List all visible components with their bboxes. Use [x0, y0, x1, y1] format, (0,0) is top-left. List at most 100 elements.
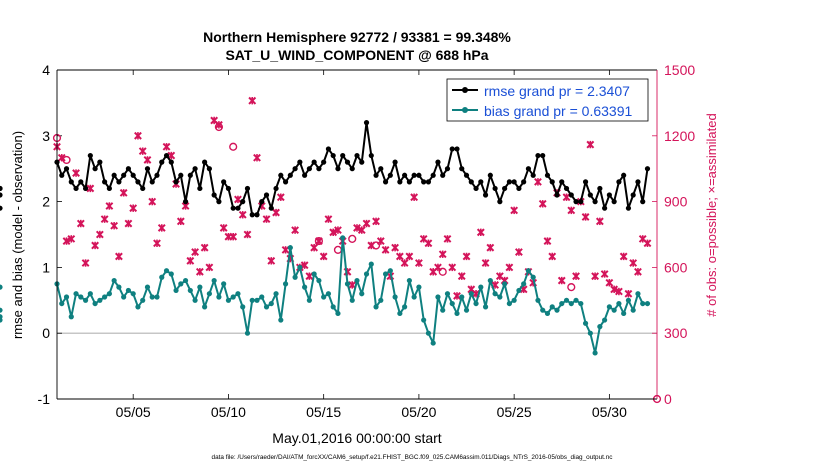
bias-point	[621, 310, 627, 317]
bias-point	[497, 294, 503, 300]
rmse-point	[606, 192, 612, 198]
x-axis-label: May.01,2016 00:00:00 start	[272, 430, 442, 446]
obs-assimilated-marker	[572, 272, 580, 281]
bias-point	[249, 297, 255, 303]
obs-assimilated-marker	[291, 226, 300, 235]
bias-point	[211, 277, 217, 284]
rmse-point	[202, 159, 208, 165]
bias-point	[173, 287, 179, 294]
bias-point	[635, 291, 641, 297]
rmse-point	[340, 152, 346, 159]
obs-assimilated-marker	[400, 259, 409, 267]
bias-point	[549, 304, 555, 310]
rmse-point	[644, 166, 651, 172]
y-tick-label-right: 600	[664, 259, 688, 275]
rmse-point	[130, 172, 136, 178]
bias-point	[311, 271, 317, 277]
bias-point	[116, 284, 122, 290]
rmse-point	[197, 185, 203, 192]
bias-point	[78, 294, 84, 300]
x-tick-label: 05/30	[592, 404, 627, 420]
rmse-point	[178, 172, 184, 178]
y-tick-label-right: 900	[664, 194, 688, 210]
bias-point	[0, 314, 3, 320]
obs-assimilated-marker	[610, 285, 619, 294]
obs-assimilated-marker	[219, 224, 228, 232]
rmse-point	[82, 185, 89, 192]
obs-assimilated-marker	[624, 289, 633, 298]
obs-assimilated-marker	[195, 267, 204, 276]
bias-point	[125, 287, 132, 294]
rmse-point	[582, 179, 589, 185]
bias-point	[521, 281, 527, 287]
rmse-point	[192, 166, 198, 172]
bias-point	[325, 291, 332, 297]
obs-assimilated-marker	[124, 219, 133, 228]
obs-possible-marker	[214, 122, 224, 132]
bias-point	[506, 300, 512, 307]
rmse-point	[68, 179, 74, 185]
rmse-point	[349, 166, 355, 172]
rmse-point	[221, 179, 227, 185]
bias-point	[230, 294, 236, 300]
bias-point	[463, 307, 470, 313]
rmse-point	[330, 152, 336, 159]
bias-point	[540, 307, 546, 313]
rmse-point	[459, 166, 465, 172]
rmse-point	[163, 152, 170, 159]
rmse-point	[282, 179, 289, 185]
rmse-point	[478, 179, 484, 185]
legend-box	[446, 78, 649, 122]
bias-point	[197, 284, 203, 290]
obs-assimilated-marker	[510, 206, 519, 215]
bias-point	[130, 291, 136, 297]
rmse-point	[487, 172, 493, 178]
rmse-point	[535, 152, 541, 159]
bias-point	[625, 297, 632, 303]
bias-point	[402, 304, 408, 310]
obs-assimilated-marker	[76, 219, 85, 228]
rmse-point	[373, 172, 379, 178]
rmse-point	[402, 172, 408, 178]
rmse-point	[411, 172, 417, 178]
rmse-point	[625, 205, 632, 211]
obs-assimilated-marker	[462, 252, 471, 261]
rmse-point	[149, 179, 155, 185]
bias-point	[454, 310, 460, 317]
obs-assimilated-marker	[476, 228, 485, 237]
obs-assimilated-marker	[334, 226, 342, 235]
bias-point	[449, 300, 455, 307]
rmse-point	[206, 166, 212, 172]
bias-point	[149, 294, 155, 300]
rmse-point	[154, 172, 160, 178]
bias-point	[316, 277, 322, 284]
x-tick-label: 05/20	[401, 404, 436, 420]
rmse-point	[363, 120, 370, 126]
rmse-point	[511, 179, 517, 185]
legend-rmse-marker	[462, 87, 468, 93]
obs-assimilated-marker	[81, 259, 90, 267]
bias-point	[559, 300, 565, 307]
rmse-point	[187, 172, 193, 178]
bias-point	[63, 294, 70, 300]
rmse-point	[287, 172, 293, 178]
y-tick-label-left: 2	[42, 194, 50, 210]
bias-point	[602, 317, 608, 323]
bias-point	[392, 294, 398, 300]
rmse-point	[573, 199, 579, 205]
obs-possible-marker	[348, 234, 357, 243]
rmse-point	[392, 159, 398, 165]
bias-point	[216, 294, 222, 300]
bias-point	[563, 297, 570, 303]
rmse-point	[463, 172, 470, 178]
obs-assimilated-marker	[138, 147, 147, 156]
rmse-point	[63, 166, 70, 172]
bias-point	[478, 284, 484, 290]
rmse-point	[516, 185, 522, 192]
rmse-point	[311, 159, 317, 165]
rmse-point	[211, 192, 217, 198]
rmse-point	[406, 179, 412, 185]
legend-bias-label: bias grand pr = 0.63391	[484, 103, 632, 119]
obs-assimilated-marker	[114, 252, 123, 261]
